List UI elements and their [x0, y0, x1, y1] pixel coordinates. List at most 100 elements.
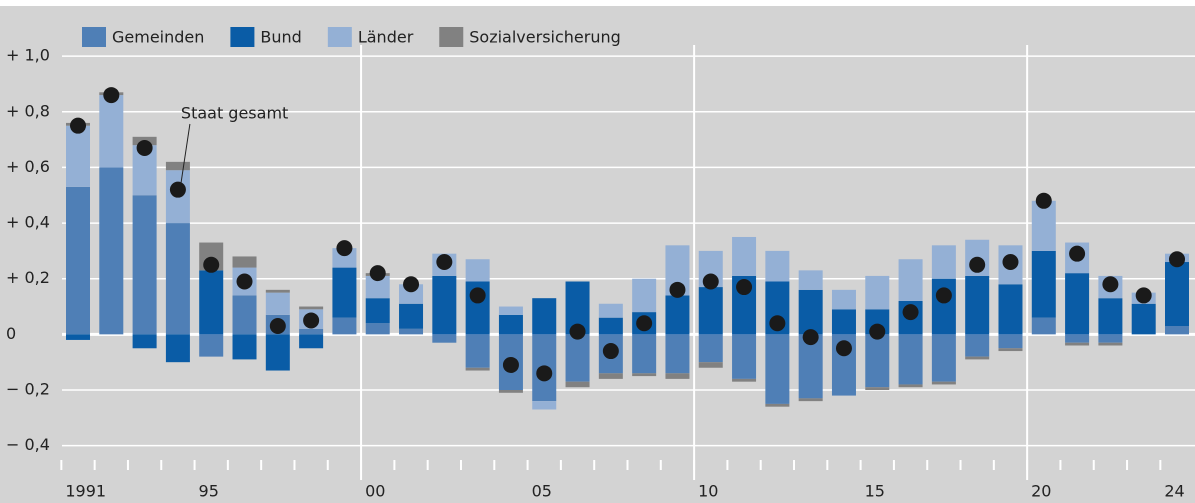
legend-swatch: [230, 27, 255, 47]
bar-segment: [665, 334, 690, 374]
legend-swatch: [439, 27, 464, 47]
total-dot: [1135, 287, 1152, 304]
total-dot: [1035, 192, 1052, 209]
bar-segment: [865, 334, 890, 388]
bar-segment: [798, 270, 823, 290]
bar-segment: [665, 373, 690, 379]
x-tick-label: 15: [865, 482, 885, 501]
total-dot: [303, 312, 320, 329]
bar-segment: [498, 306, 523, 315]
y-tick-label: − 0,2: [6, 380, 50, 399]
total-dot: [869, 323, 886, 340]
annotation: Staat gesamt: [181, 104, 288, 123]
bar-segment: [299, 334, 324, 349]
y-tick-label: + 1,0: [6, 46, 50, 65]
bar-segment: [831, 289, 856, 310]
total-dot: [369, 265, 386, 282]
bar-segment: [1031, 200, 1056, 251]
x-tick-label: 10: [698, 482, 718, 501]
bar-segment: [399, 328, 424, 335]
bar-segment: [798, 289, 823, 335]
legend-label: Bund: [260, 28, 301, 47]
bar-segment: [465, 334, 490, 368]
bar-segment: [1031, 317, 1056, 335]
bar-segment: [365, 298, 390, 324]
bar-segment: [465, 367, 490, 371]
bar-segment: [265, 292, 290, 315]
bar-segment: [831, 309, 856, 335]
x-tick-label: 24: [1164, 482, 1184, 501]
bar-segment: [332, 317, 357, 335]
bar-segment: [432, 275, 457, 335]
annotation-leader: [180, 123, 191, 184]
bar-segment: [798, 398, 823, 402]
bar-segment: [998, 348, 1023, 352]
bar-segment: [665, 295, 690, 335]
bar-segment: [565, 334, 590, 382]
legend-label: Länder: [358, 28, 414, 47]
total-dot: [669, 281, 686, 298]
x-tick-label: 00: [365, 482, 385, 501]
bar-segment: [998, 284, 1023, 335]
bar-segment: [165, 223, 190, 335]
legend-label: Sozialversicherung: [469, 28, 621, 47]
bar-segment: [232, 334, 257, 360]
bar-segment: [598, 373, 623, 379]
bar-segment: [132, 334, 157, 349]
bar-segment: [99, 95, 124, 168]
y-tick-label: 0: [6, 324, 16, 343]
bar-segment: [265, 289, 290, 293]
plot-background: [0, 6, 1195, 503]
total-dot: [769, 315, 786, 332]
bar-segment: [732, 236, 757, 276]
legend-label: Gemeinden: [112, 28, 204, 47]
total-dot: [935, 287, 952, 304]
bar-segment: [498, 390, 523, 393]
total-dot: [736, 279, 753, 296]
total-dot: [269, 318, 286, 335]
y-tick-label: + 0,2: [6, 268, 50, 287]
bar-segment: [732, 334, 757, 379]
bar-segment: [265, 334, 290, 371]
x-tick-label: 95: [199, 482, 219, 501]
total-dot: [835, 340, 852, 357]
bar-segment: [399, 303, 424, 329]
bar-segment: [998, 334, 1023, 349]
bar-segment: [1165, 262, 1189, 327]
total-dot: [70, 117, 86, 134]
total-dot: [236, 273, 253, 290]
bar-segment: [1065, 334, 1090, 343]
bar-segment: [632, 278, 657, 313]
bar-segment: [232, 256, 257, 268]
total-dot: [536, 365, 553, 382]
y-tick-label: + 0,8: [6, 101, 50, 120]
bar-segment: [99, 167, 124, 335]
total-dot: [203, 256, 220, 273]
bar-segment: [132, 195, 157, 335]
bar-segment: [598, 317, 623, 335]
total-dot: [469, 287, 486, 304]
total-dot: [169, 181, 186, 198]
bar-segment: [1065, 342, 1090, 346]
bar-segment: [698, 287, 723, 335]
bar-segment: [598, 303, 623, 318]
bar-segment: [165, 161, 190, 171]
bar-segment: [1031, 250, 1056, 318]
bar-segment: [532, 401, 557, 410]
bar-segment: [199, 334, 224, 357]
bar-segment: [432, 334, 457, 343]
bar-segment: [931, 278, 956, 335]
y-tick-label: + 0,6: [6, 157, 50, 176]
total-dot: [802, 329, 819, 346]
y-tick-label: − 0,4: [6, 435, 50, 454]
bar-segment: [931, 334, 956, 382]
bar-segment: [765, 250, 790, 282]
bar-segment: [931, 245, 956, 279]
total-dot: [636, 315, 653, 332]
total-dot: [502, 356, 519, 373]
bar-segment: [765, 334, 790, 404]
total-dot: [1169, 251, 1185, 268]
bar-segment: [199, 270, 224, 335]
total-dot: [103, 87, 120, 104]
bar-segment: [898, 334, 923, 385]
